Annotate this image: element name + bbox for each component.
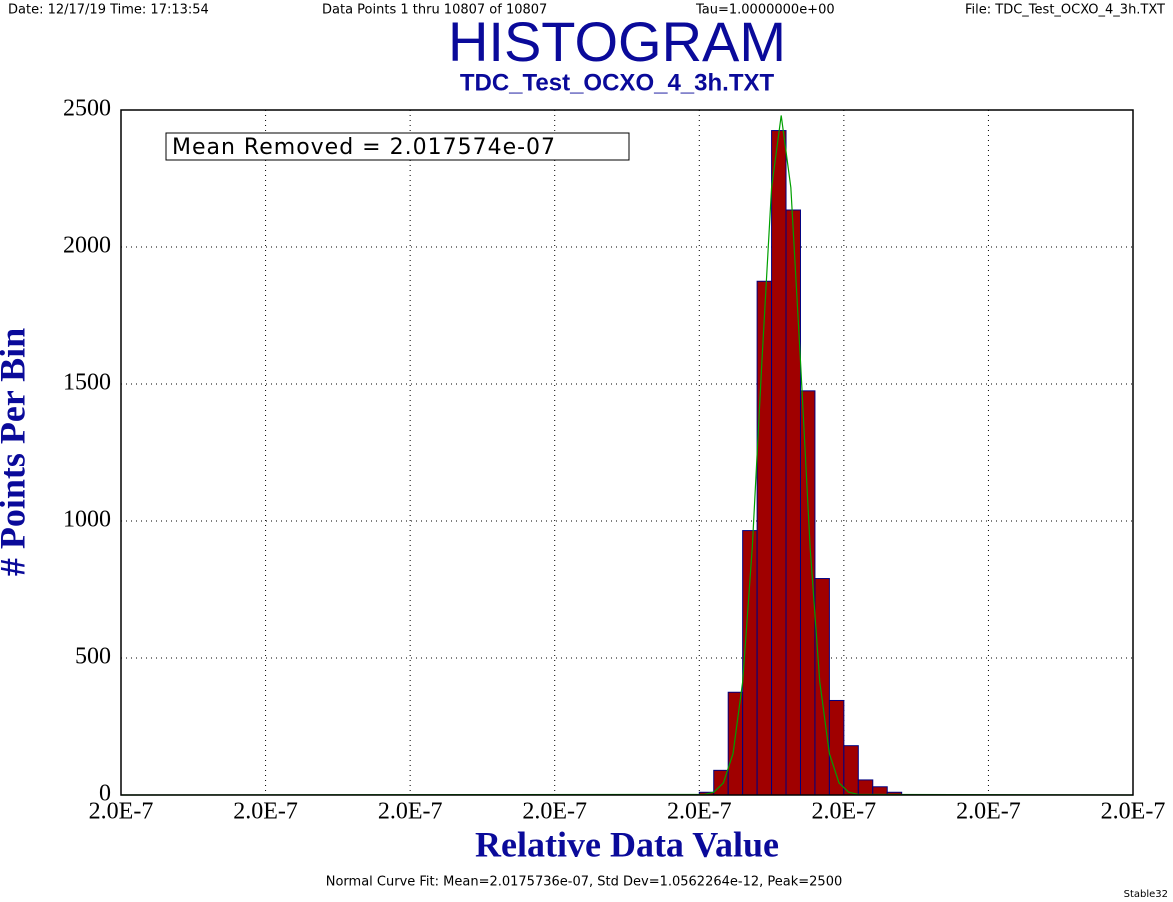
y-tick-label: 2000 [63,233,111,259]
y-tick-label: 1000 [63,507,111,533]
footer: Normal Curve Fit: Mean=2.0175736e-07, St… [326,875,842,890]
y-tick-label: 1500 [63,370,111,396]
annotation: Mean Removed = 2.017574e-07 [172,135,556,160]
x-tick-label: 2.0E-7 [522,799,587,825]
header-points: Data Points 1 thru 10807 of 10807 [322,3,547,18]
bar [727,691,744,796]
bar [799,390,816,796]
bar [742,530,758,796]
bar [756,280,773,796]
bar [828,699,845,796]
header-date: Date: 12/17/19 Time: 17:13:54 [8,3,209,18]
chart-title: HISTOGRAM [448,10,786,73]
bar [814,578,830,796]
bar [857,779,874,796]
credit: Stable32 [1124,889,1168,900]
x-tick-label: 2.0E-7 [1101,799,1166,825]
y-tick-label: 0 [99,781,111,807]
y-axis-label: # Points Per Bin [0,328,32,576]
plot-frame [120,109,1134,796]
annotation-box [165,132,630,161]
x-tick-label: 2.0E-7 [233,799,298,825]
bar [843,745,859,796]
header-tau: Tau=1.0000000e+00 [695,3,835,18]
y-tick-label: 500 [75,644,111,670]
chart-subtitle: TDC_Test_OCXO_4_3h.TXT [460,69,775,96]
x-axis-label: Relative Data Value [475,824,779,864]
y-tick-label: 2500 [63,96,111,122]
x-tick-label: 2.0E-7 [812,799,877,825]
x-tick-label: 2.0E-7 [89,799,154,825]
x-tick-label: 2.0E-7 [956,799,1021,825]
bar [785,209,801,796]
x-tick-label: 2.0E-7 [667,799,732,825]
bar [771,130,787,796]
header-file: File: TDC_Test_OCXO_4_3h.TXT [965,3,1165,18]
fit-curve [120,115,1134,796]
bar [872,786,888,796]
x-tick-label: 2.0E-7 [378,799,443,825]
